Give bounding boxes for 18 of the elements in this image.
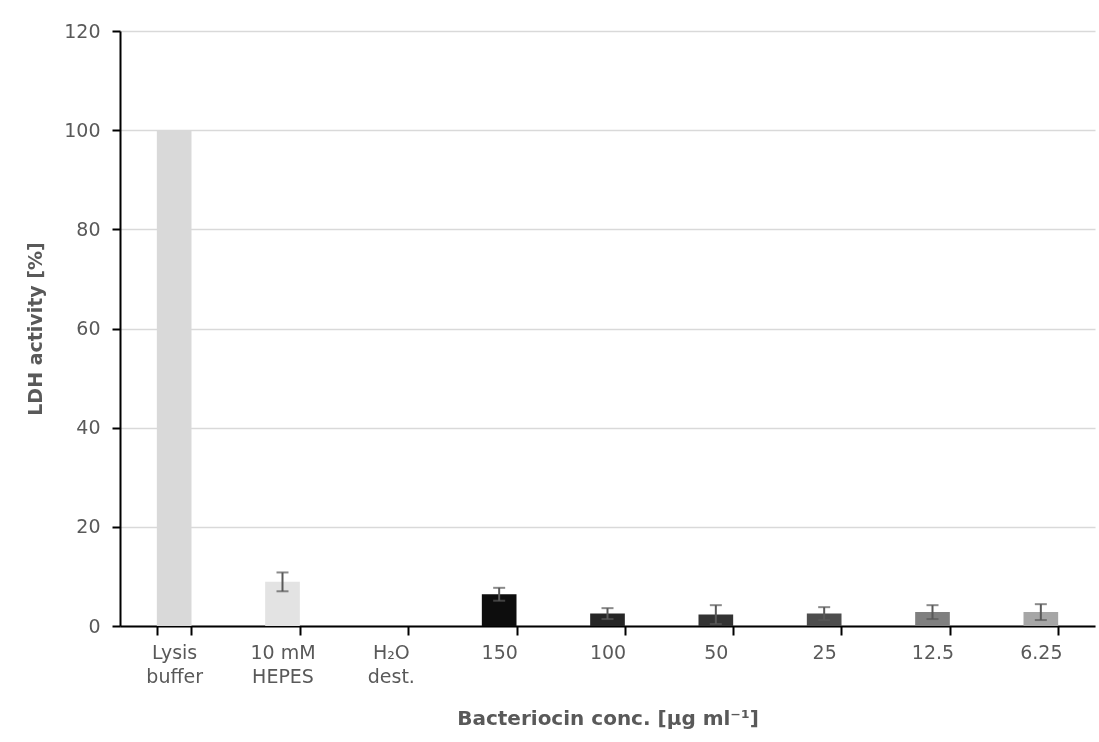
x-tick-label: 150 (481, 640, 518, 663)
y-tick-label: 100 (64, 118, 101, 141)
y-tick-label: 80 (76, 217, 101, 240)
x-tick-label: 12.5 (911, 640, 955, 663)
x-tick-label: Lysis buffer (146, 640, 204, 687)
x-tick-label: 100 (589, 640, 627, 663)
y-tick-label: 40 (76, 416, 101, 439)
x-tick-label: H₂O dest. (367, 640, 415, 687)
x-tick-label: 50 (704, 640, 729, 663)
x-tick-label: 10 mM HEPES (250, 640, 316, 687)
x-tick-label: 25 (812, 640, 837, 663)
y-axis-title: LDH activity [%] (24, 242, 47, 416)
y-tick-label: 20 (76, 515, 101, 538)
x-axis-title: Bacteriocin conc. [µg ml⁻¹] (457, 705, 759, 730)
y-tick-label: 120 (64, 19, 101, 42)
x-tick-label: 6.25 (1020, 640, 1063, 663)
y-tick-label: 60 (76, 317, 101, 339)
y-tick-label: 0 (88, 614, 101, 637)
